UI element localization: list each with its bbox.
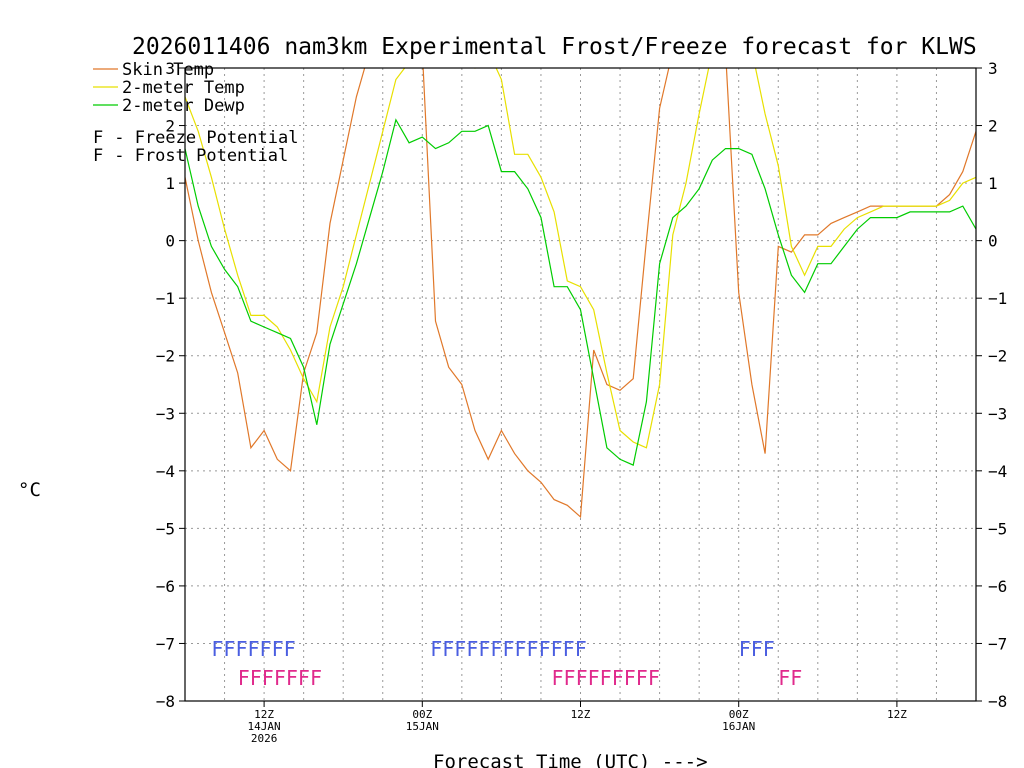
- x-tick-label: 12Z: [887, 708, 907, 721]
- series-line-skin-temp: [185, 68, 976, 519]
- freeze-flag-run: FF: [778, 666, 802, 690]
- y-tick-label-left: −4: [156, 462, 175, 481]
- frost-flag-run: FFFFFFF: [211, 637, 295, 661]
- x-tick-label: 00Z: [729, 708, 749, 721]
- y-tick-label-right: 1: [988, 174, 998, 193]
- y-tick-label-right: 3: [988, 59, 998, 78]
- y-tick-label-left: 0: [165, 232, 175, 251]
- x-tick-label: 12Z: [254, 708, 274, 721]
- y-tick-label-right: −4: [988, 462, 1007, 481]
- x-tick-label: 2026: [251, 732, 278, 745]
- legend-label: 2-meter Temp: [122, 78, 245, 98]
- y-tick-label-right: 0: [988, 232, 998, 251]
- legend-flag-letter: F: [93, 146, 103, 166]
- y-tick-label-left: 1: [165, 174, 175, 193]
- y-tick-label-left: −6: [156, 577, 175, 596]
- x-tick-label: 00Z: [412, 708, 432, 721]
- y-tick-label-left: −3: [156, 404, 175, 423]
- x-tick-label: 14JAN: [248, 720, 281, 733]
- x-tick-label: 16JAN: [722, 720, 755, 733]
- frost-flag-run: FFF: [739, 637, 775, 661]
- y-tick-label-left: −8: [156, 692, 175, 711]
- series-line-2-meter-dewp: [185, 118, 976, 466]
- chart-title: 2026011406 nam3km Experimental Frost/Fre…: [132, 34, 977, 60]
- y-tick-label-left: −5: [156, 519, 175, 538]
- freeze-flag-run: FFFFFFF: [238, 666, 322, 690]
- y-tick-label-right: −7: [988, 634, 1007, 653]
- y-tick-label-right: −1: [988, 289, 1007, 308]
- y-tick-label-left: 2: [165, 117, 175, 136]
- legend-label: Skin Temp: [122, 60, 214, 80]
- y-tick-label-right: −3: [988, 404, 1007, 423]
- y-tick-label-left: −2: [156, 347, 175, 366]
- series-layer: [185, 68, 976, 519]
- plot-frame: [184, 67, 977, 702]
- frost-flag-run: FFFFFFFFFFFFF: [430, 637, 587, 661]
- y-axis: 3 3 2 2 1 1 0 0 −1 −1 −2 −2 −3 −3 −4 −4 −5 −5 −6 −6 −7 −7 −8 −8: [156, 59, 1008, 711]
- y-tick-label-right: −5: [988, 519, 1007, 538]
- y-tick-label-left: 3: [165, 59, 175, 78]
- x-tick-label: 15JAN: [406, 720, 439, 733]
- y-tick-label-left: −7: [156, 634, 175, 653]
- x-axis-label: Forecast Time (UTC) --->: [433, 751, 708, 768]
- legend-flag-text: - Frost Potential: [104, 146, 288, 166]
- freeze-flag-run: FFFFFFFFF: [551, 666, 659, 690]
- y-tick-label-right: −2: [988, 347, 1007, 366]
- series-line-2-meter-temp: [185, 68, 976, 449]
- y-tick-label-right: 2: [988, 117, 998, 136]
- legend-label: 2-meter Dewp: [122, 96, 245, 116]
- y-axis-label: °C: [18, 479, 41, 501]
- y-tick-label-right: −8: [988, 692, 1007, 711]
- legend-flag-letter: F: [93, 128, 103, 148]
- y-tick-label-right: −6: [988, 577, 1007, 596]
- flag-layer: FFFFFFF FFFFFFFFFFFFF FFFFFFFFFF FFFFFFFFF F…: [211, 637, 802, 690]
- x-tick-label: 12Z: [571, 708, 591, 721]
- legend-flag-text: - Freeze Potential: [104, 128, 298, 148]
- grid-layer: [185, 68, 976, 701]
- y-tick-label-left: −1: [156, 289, 175, 308]
